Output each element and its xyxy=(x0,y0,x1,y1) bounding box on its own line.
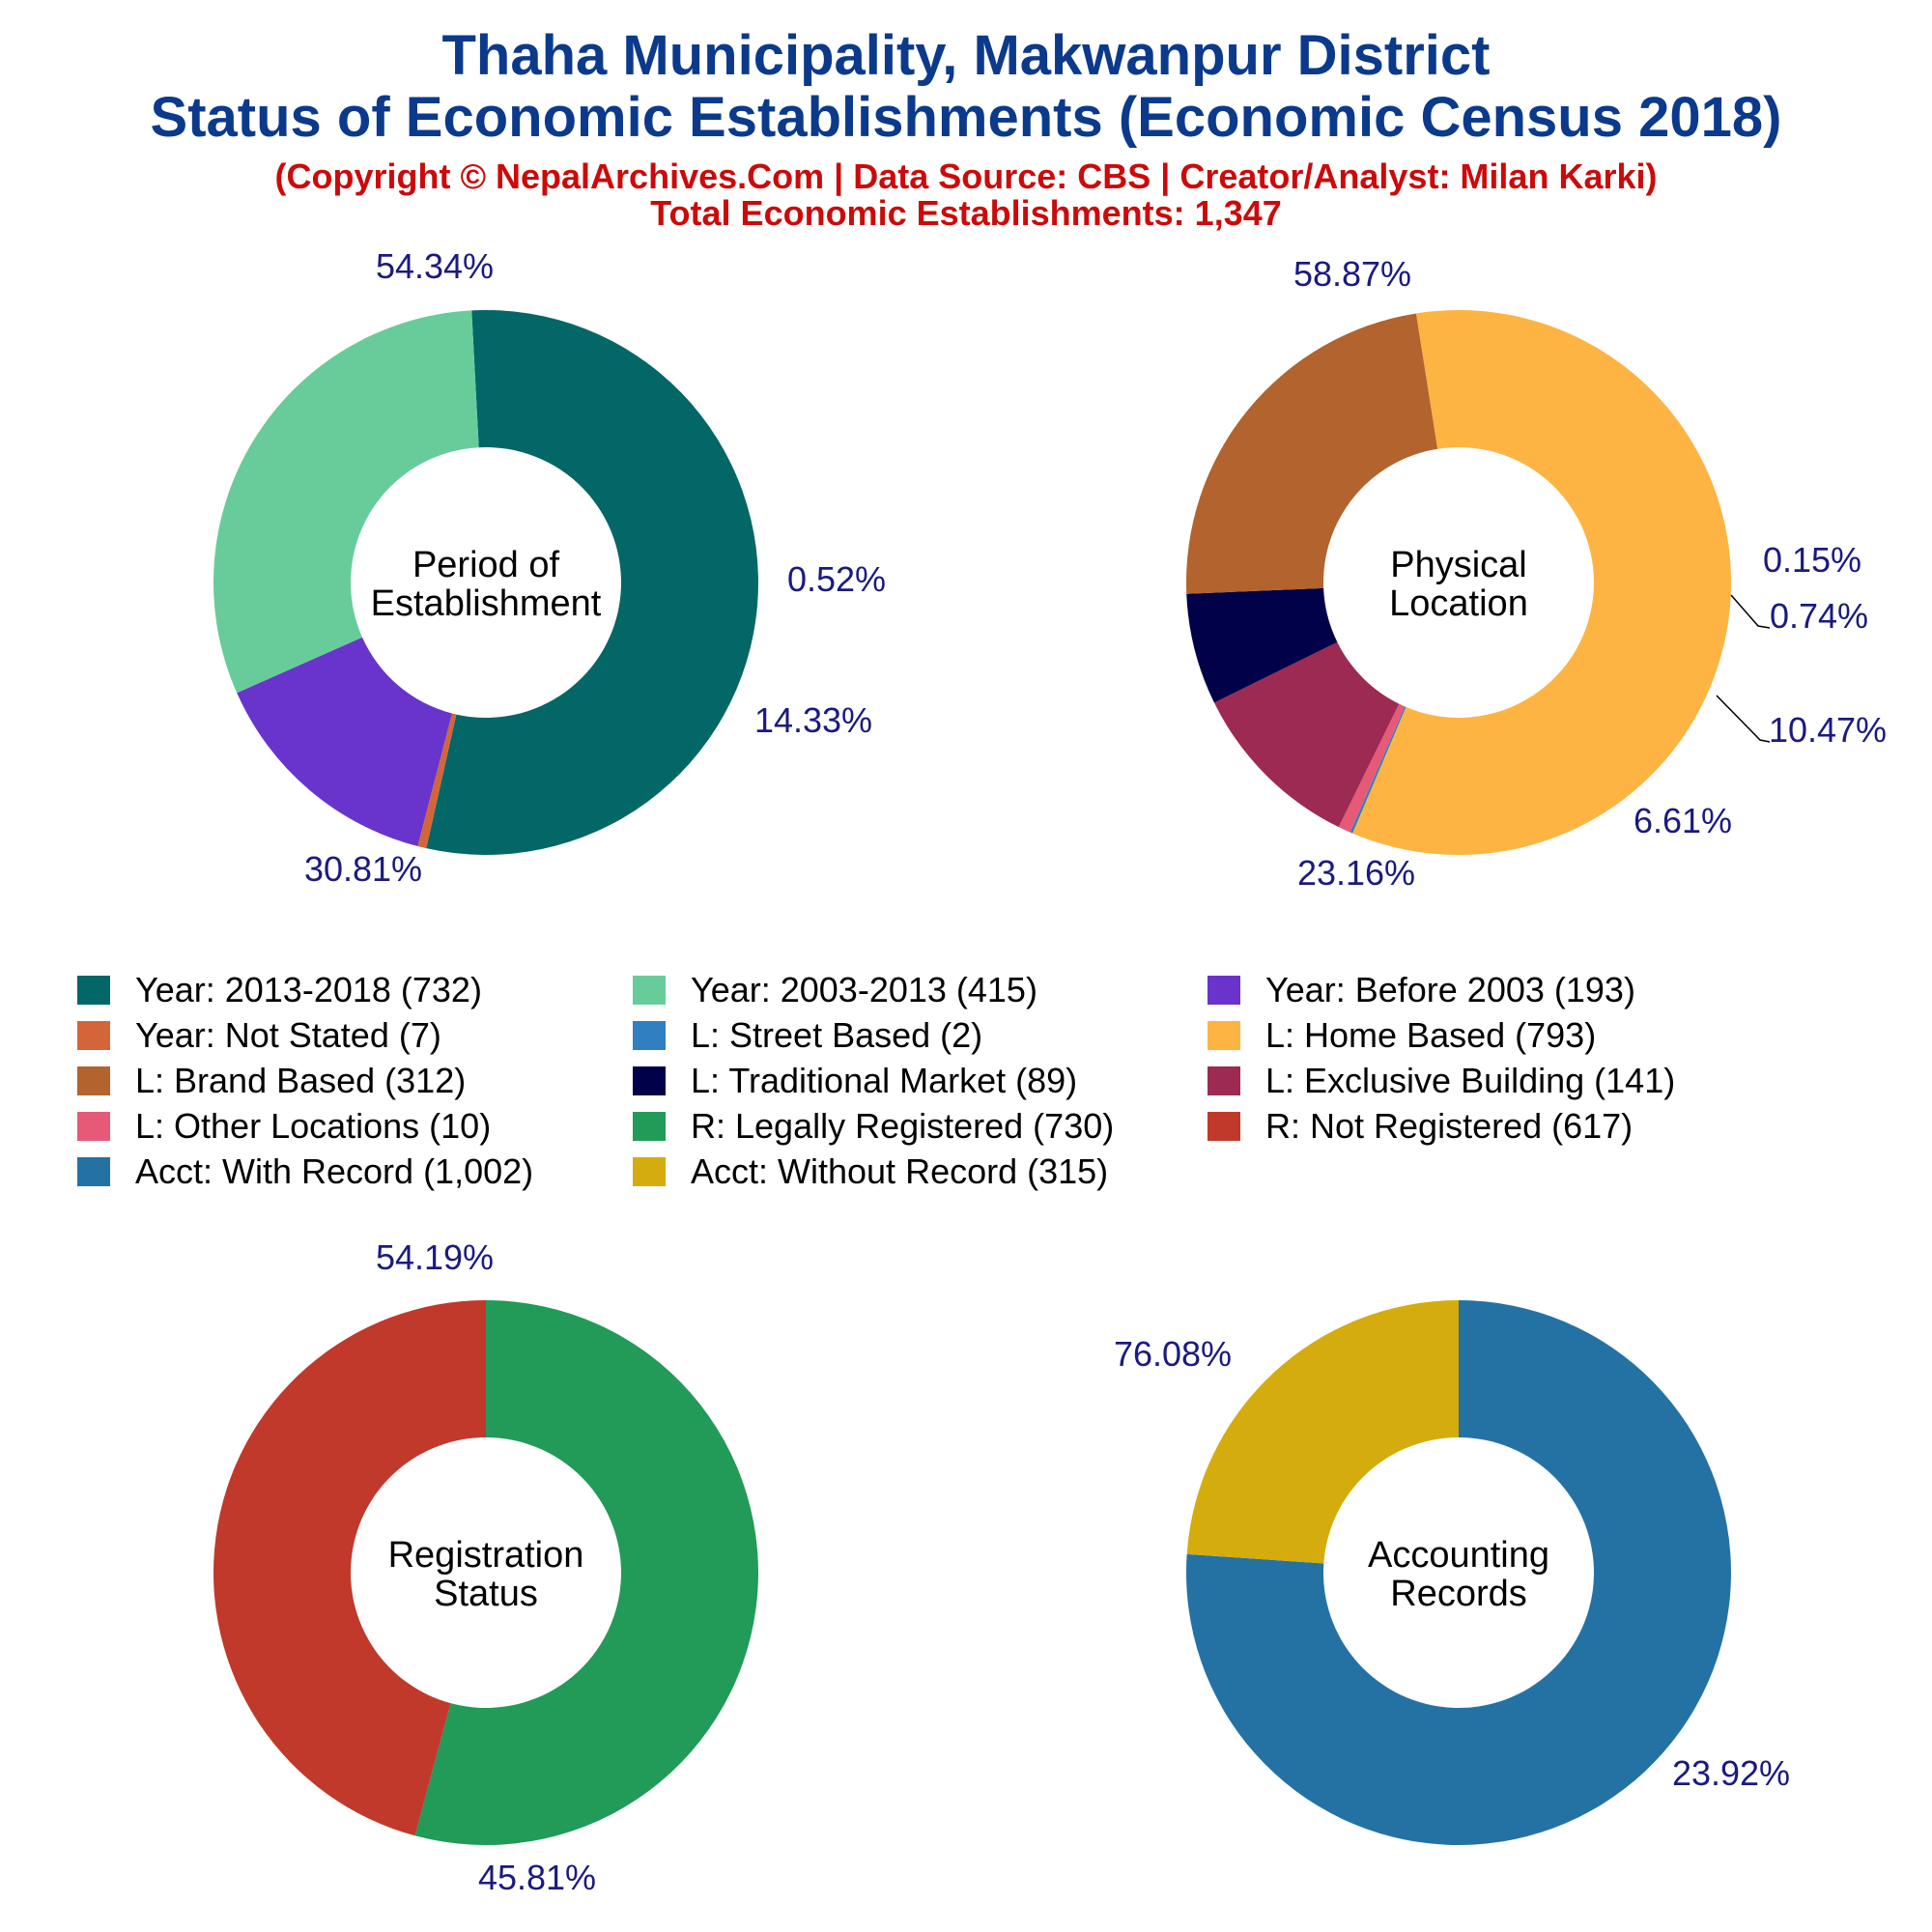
slice-year-2003-2013 xyxy=(213,310,479,694)
percent-label-year-2003-2013: 30.81% xyxy=(304,849,422,889)
center-label-line-2: Establishment xyxy=(371,583,602,624)
percent-label-acct-with-record: 76.08% xyxy=(1114,1334,1232,1374)
percent-label-year-2013-2018: 54.34% xyxy=(376,246,494,286)
slice-year-2013-2018 xyxy=(426,310,759,856)
percent-label-l-brand-based: 23.16% xyxy=(1297,853,1415,893)
center-label-line-1: Registration xyxy=(388,1535,584,1576)
center-label-line-1: Period of xyxy=(412,545,560,585)
slice-acct-with-record xyxy=(1186,1300,1732,1845)
chart-title-line2: Status of Economic Establishments (Econo… xyxy=(150,86,1782,149)
percent-label-l-home-based: 58.87% xyxy=(1293,254,1411,294)
total-establishments: Total Economic Establishments: 1,347 xyxy=(650,193,1282,233)
slice-l-traditional-market xyxy=(1186,587,1338,703)
slice-acct-without-record xyxy=(1186,1300,1459,1564)
donut-chart-2: 58.87% 0.15% 0.74% 10.47% 6.61% 23.16% Physica… xyxy=(1186,254,1887,893)
percent-label-r-legally-registered: 54.19% xyxy=(376,1237,494,1277)
slice-year-before-2003 xyxy=(237,637,452,847)
leader-line-l-other-locations xyxy=(1730,594,1771,629)
percent-label-l-other-locations: 0.74% xyxy=(1770,596,1868,636)
percent-label-year-before-2003: 14.33% xyxy=(754,700,872,740)
copyright-line: (Copyright © NepalArchives.Com | Data So… xyxy=(274,156,1658,196)
percent-label-l-exclusive-building: 10.47% xyxy=(1769,710,1887,750)
chart-title-line1: Thaha Municipality, Makwanpur District xyxy=(441,24,1491,87)
percent-label-l-street-based: 0.15% xyxy=(1763,540,1861,580)
percent-label-acct-without-record: 23.92% xyxy=(1672,1753,1790,1793)
donut-chart-1: 54.34% 0.52% 14.33% 30.81% Period ofEstablis… xyxy=(213,246,886,889)
center-label-line-1: Physical xyxy=(1390,545,1527,585)
slice-l-home-based xyxy=(1352,310,1732,856)
slice-r-legally-registered xyxy=(414,1300,759,1845)
slice-l-brand-based xyxy=(1186,313,1438,594)
percent-label-l-traditional-market: 6.61% xyxy=(1634,801,1732,840)
slice-year-not-stated xyxy=(417,713,457,849)
center-label-line-2: Records xyxy=(1390,1574,1527,1614)
center-label-line-1: Accounting xyxy=(1368,1535,1549,1576)
center-label-line-2: Status xyxy=(434,1574,538,1614)
slice-l-exclusive-building xyxy=(1213,641,1400,828)
leader-line-l-exclusive-building xyxy=(1716,695,1771,743)
slice-l-street-based xyxy=(1350,706,1406,834)
percent-label-r-not-registered: 45.81% xyxy=(478,1858,596,1897)
slice-l-other-locations xyxy=(1338,703,1406,833)
center-label-line-2: Location xyxy=(1389,583,1528,624)
slice-r-not-registered xyxy=(213,1300,486,1836)
percent-label-year-not-stated: 0.52% xyxy=(787,559,886,599)
